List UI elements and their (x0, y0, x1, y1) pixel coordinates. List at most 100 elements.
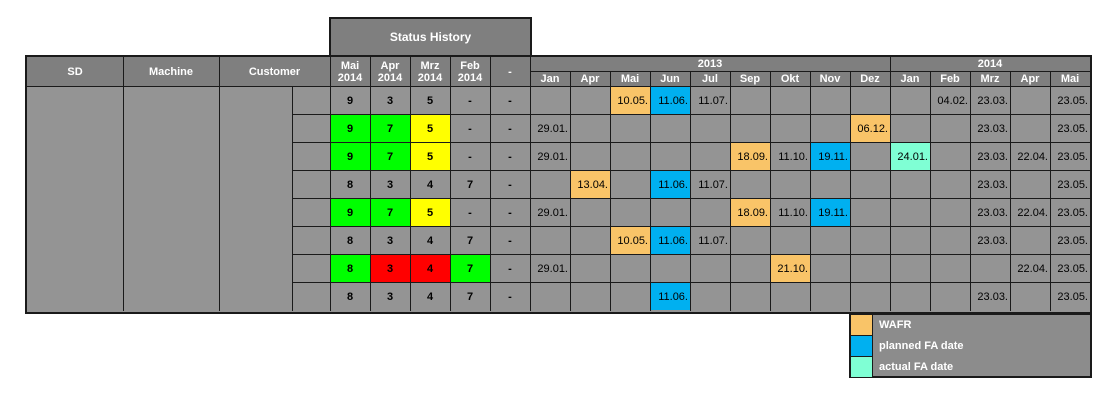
status-cell: - (490, 87, 530, 114)
date-cell (690, 115, 730, 142)
date-cell (570, 199, 610, 226)
date-cell: 22.04. (1010, 255, 1050, 282)
grid-line (650, 71, 651, 311)
date-value: 11.06. (658, 94, 688, 107)
header-status-month: Mai 2014 (330, 57, 370, 86)
header-sd: SD (27, 57, 123, 86)
status-value: 4 (426, 234, 434, 247)
date-value: 23.03. (977, 150, 1008, 163)
header-year-2014: 2014 (890, 57, 1090, 71)
status-cell: 3 (370, 87, 410, 114)
header-month-label: Mrz (980, 73, 1000, 85)
date-cell (570, 227, 610, 254)
grid-line (330, 57, 331, 311)
status-cell: - (490, 255, 530, 282)
grid-line (123, 86, 124, 311)
date-cell (650, 199, 690, 226)
status-cell: 8 (330, 171, 370, 198)
status-value: - (508, 94, 512, 107)
date-cell: 23.05. (1050, 199, 1090, 226)
header-month-label: Sep (739, 73, 761, 85)
date-cell: 23.03. (970, 87, 1010, 114)
legend: WAFR planned FA date actual FA date (849, 313, 1092, 378)
header-status-month: Feb 2014 (450, 57, 490, 86)
header-machine: Machine (123, 57, 219, 86)
date-cell (890, 199, 930, 226)
date-cell (730, 283, 770, 310)
legend-label: planned FA date (879, 340, 964, 352)
date-cell (930, 199, 970, 226)
date-cell: 23.03. (970, 115, 1010, 142)
date-cell (570, 115, 610, 142)
grid-line (292, 114, 1090, 115)
status-cell: 9 (330, 199, 370, 226)
date-cell (890, 227, 930, 254)
grid-line (410, 57, 411, 311)
header-month-label: Apr (1020, 73, 1040, 85)
header-month-label: Nov (819, 73, 841, 85)
status-cell: 5 (410, 115, 450, 142)
status-cell: - (490, 199, 530, 226)
grid-line (1010, 71, 1011, 311)
date-cell (690, 283, 730, 310)
header-month-label: Jan (900, 73, 920, 85)
date-cell: 06.12. (850, 115, 890, 142)
status-cell: 7 (370, 143, 410, 170)
status-cell: - (490, 171, 530, 198)
date-cell (770, 115, 810, 142)
status-value: 7 (466, 178, 474, 191)
date-value: 23.05. (1057, 150, 1088, 163)
date-cell (730, 255, 770, 282)
header-date-month: Jan (890, 72, 930, 86)
status-cell: - (490, 283, 530, 310)
status-cell: 9 (330, 143, 370, 170)
date-value: 22.04. (1017, 206, 1048, 219)
date-cell (810, 87, 850, 114)
grid-line (490, 57, 491, 311)
header-date-month: Dez (850, 72, 890, 86)
date-cell (1010, 171, 1050, 198)
date-cell: 23.03. (970, 283, 1010, 310)
date-cell: 19.11. (810, 199, 850, 226)
status-cell: 7 (370, 199, 410, 226)
header-year-label: 2014 (417, 71, 443, 84)
date-cell: 10.05. (610, 227, 650, 254)
date-cell (890, 283, 930, 310)
date-value: 10.05. (617, 234, 648, 247)
status-value: 4 (426, 178, 434, 191)
header-month-label: Jan (540, 73, 560, 85)
status-cell: 7 (450, 283, 490, 310)
status-cell: 4 (410, 227, 450, 254)
date-cell (730, 115, 770, 142)
status-value: 5 (426, 122, 434, 135)
date-cell (970, 255, 1010, 282)
status-cell: 3 (370, 171, 410, 198)
date-cell: 11.07. (690, 227, 730, 254)
date-cell (730, 87, 770, 114)
date-cell (530, 283, 570, 310)
status-value: 7 (466, 290, 474, 303)
date-cell: 22.04. (1010, 143, 1050, 170)
header-customer: Customer (219, 57, 330, 86)
date-cell (690, 143, 730, 170)
status-cell: - (490, 227, 530, 254)
date-cell: 23.03. (970, 143, 1010, 170)
date-cell (930, 227, 970, 254)
date-cell: 11.07. (690, 87, 730, 114)
status-cell: - (450, 115, 490, 142)
date-cell (530, 227, 570, 254)
header-customer-label: Customer (248, 65, 301, 78)
date-value: 23.05. (1057, 234, 1088, 247)
header-month-label: Dez (860, 73, 880, 85)
date-cell: 23.05. (1050, 283, 1090, 310)
header-dash-label: - (508, 65, 512, 78)
date-cell: 11.06. (650, 87, 690, 114)
status-cell: 9 (330, 87, 370, 114)
date-cell (1010, 87, 1050, 114)
date-cell (610, 255, 650, 282)
date-cell (570, 143, 610, 170)
date-value: 11.10. (778, 206, 808, 219)
date-cell (610, 143, 650, 170)
date-cell: 11.10. (770, 143, 810, 170)
status-value: - (508, 234, 512, 247)
